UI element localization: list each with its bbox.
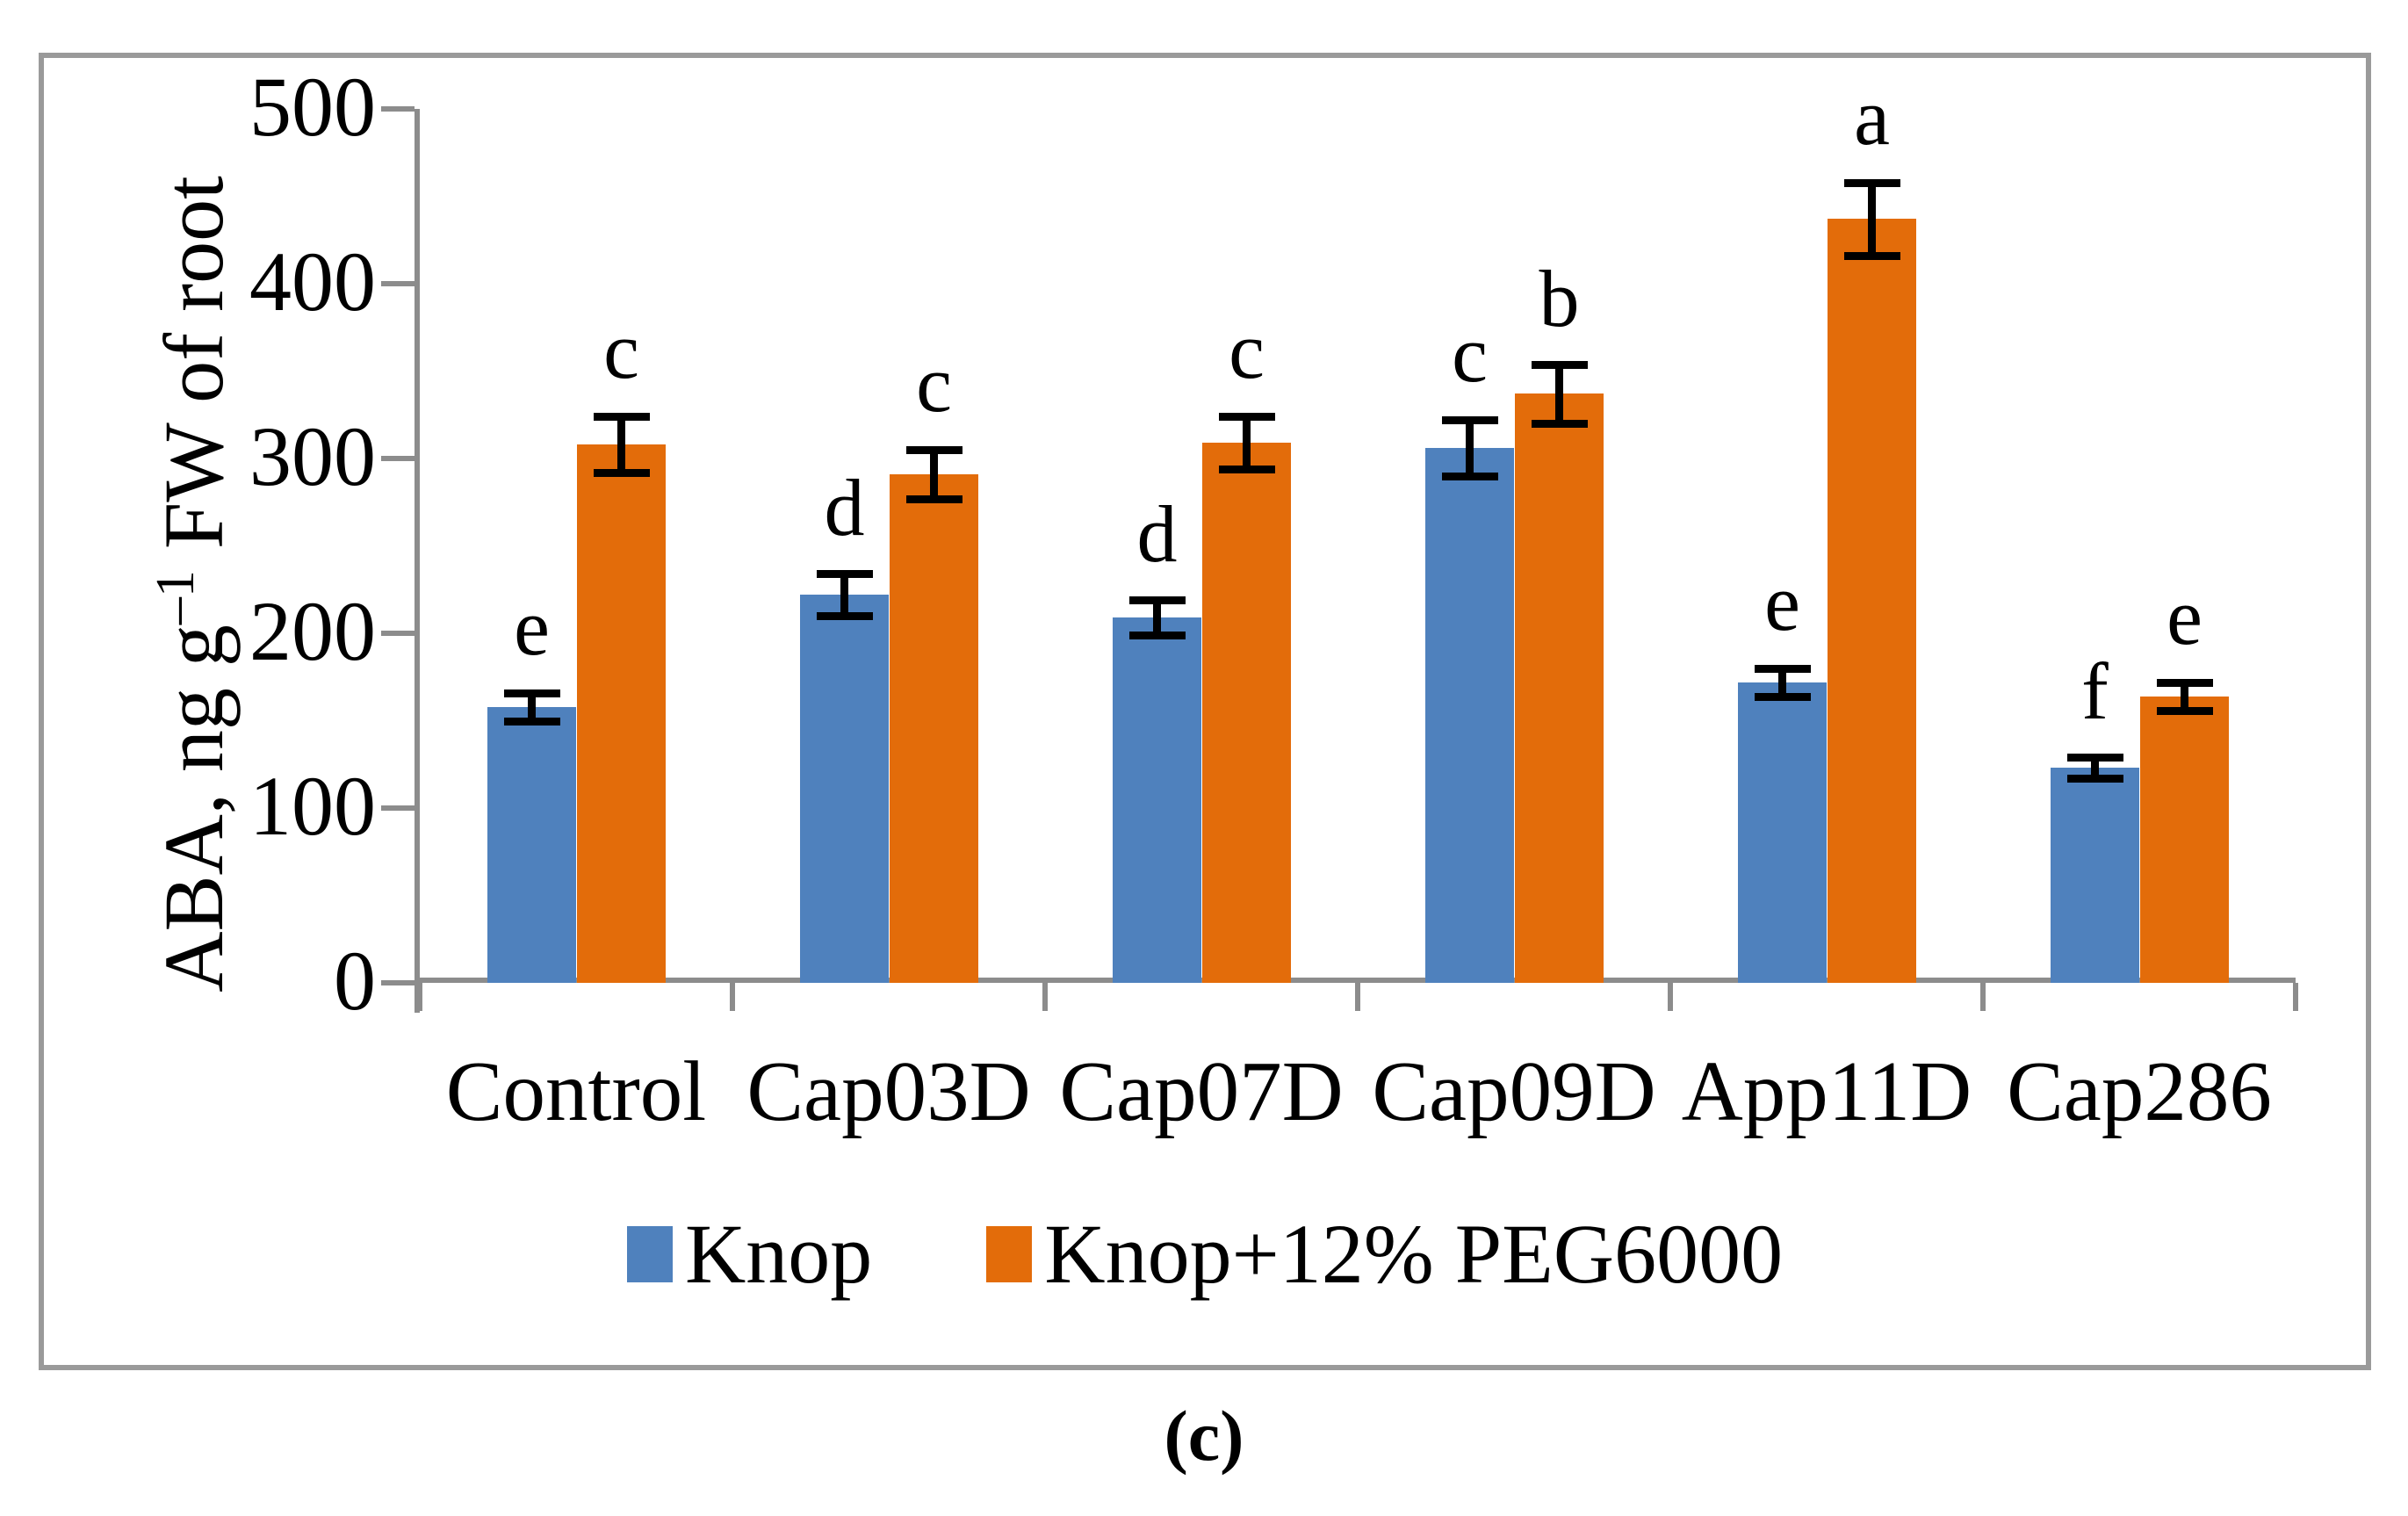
x-category-label-Cap03D: Cap03D — [746, 1044, 1031, 1138]
x-tick — [417, 983, 422, 1011]
x-category-label-Cap07D: Cap07D — [1059, 1044, 1344, 1138]
error-bar-cap-bottom — [1843, 252, 1900, 261]
y-tick — [381, 456, 415, 461]
y-tick-label: 500 — [249, 60, 376, 154]
bar-Knop-Cap07D — [1113, 617, 1201, 983]
x-axis-line — [415, 978, 2296, 983]
y-tick — [381, 281, 415, 286]
bar-Knop-12-PEG6000-Control — [577, 444, 666, 983]
error-bar-cap-top — [2156, 678, 2213, 687]
panel-caption-text: (c) — [1164, 1396, 1244, 1476]
error-bar-cap-bottom — [593, 468, 650, 477]
significance-letter-Cap286-knop: f — [2081, 646, 2109, 737]
x-category-label-Cap286: Cap286 — [2007, 1044, 2272, 1138]
error-bar-cap-top — [1531, 360, 1588, 369]
bar-Knop-12-PEG6000-Cap03D — [890, 473, 978, 983]
y-tick — [381, 980, 415, 985]
x-tick — [2293, 983, 2298, 1011]
error-bar-cap-top — [816, 570, 873, 579]
error-bar-line — [2181, 682, 2188, 711]
significance-letter-Cap286-peg: e — [2166, 571, 2203, 661]
error-bar-line — [1778, 668, 1786, 697]
significance-letter-Cap03D-knop: d — [824, 463, 865, 553]
error-bar-cap-bottom — [905, 495, 962, 503]
legend-item-Knop: Knop — [626, 1207, 873, 1301]
panel-caption: (c) — [0, 1395, 2408, 1477]
y-tick — [381, 631, 415, 636]
y-tick-label: 400 — [249, 235, 376, 328]
error-bar-line — [1466, 420, 1474, 476]
significance-letter-Cap03D-peg: c — [916, 339, 952, 430]
error-bar-cap-top — [593, 413, 650, 422]
error-bar-line — [1243, 416, 1251, 469]
error-bar-cap-bottom — [2156, 706, 2213, 715]
significance-letter-App11D-peg: a — [1854, 71, 1890, 162]
bar-Knop-Control — [487, 706, 576, 983]
error-bar-cap-top — [2066, 754, 2123, 762]
y-tick-label: 100 — [249, 759, 376, 853]
x-category-label-Control: Control — [445, 1044, 707, 1138]
error-bar-cap-bottom — [1128, 631, 1186, 639]
legend-item-Knop-12-PEG6000: Knop+12% PEG6000 — [986, 1210, 1783, 1298]
error-bar-cap-top — [1128, 596, 1186, 605]
bar-Knop-12-PEG6000-Cap286 — [2140, 696, 2229, 983]
error-bar-cap-top — [503, 689, 560, 697]
significance-letter-Control-knop: e — [514, 581, 550, 672]
bar-Knop-12-PEG6000-Cap07D — [1202, 443, 1291, 983]
error-bar-cap-bottom — [1754, 692, 1811, 701]
error-bar-line — [2091, 757, 2099, 779]
bar-Knop-Cap03D — [800, 595, 889, 983]
significance-letter-Cap09D-knop: c — [1452, 309, 1488, 400]
bar-Knop-12-PEG6000-App11D — [1828, 219, 1916, 983]
x-category-label-Cap09D: Cap09D — [1372, 1044, 1656, 1138]
significance-letter-App11D-knop: e — [1764, 557, 1800, 647]
error-bar-line — [1555, 364, 1563, 424]
error-bar-line — [528, 692, 536, 721]
x-tick — [730, 983, 735, 1011]
legend-swatch-icon — [626, 1226, 673, 1282]
y-tick — [381, 805, 415, 811]
legend-swatch-icon — [986, 1226, 1033, 1282]
error-bar-cap-top — [905, 446, 962, 455]
legend-label: Knop — [684, 1207, 873, 1301]
x-tick — [1668, 983, 1673, 1011]
y-tick — [381, 106, 415, 112]
x-category-label-App11D: App11D — [1681, 1044, 1972, 1138]
error-bar-cap-bottom — [1218, 465, 1275, 473]
bar-Knop-12-PEG6000-Cap09D — [1515, 393, 1604, 983]
error-bar-cap-bottom — [2066, 775, 2123, 783]
error-bar-cap-top — [1218, 413, 1275, 422]
significance-letter-Cap07D-knop: d — [1136, 489, 1178, 580]
x-tick — [1042, 983, 1048, 1011]
error-bar-cap-top — [1843, 178, 1900, 187]
error-bar-line — [617, 416, 625, 473]
legend-label: Knop+12% PEG6000 — [1044, 1207, 1784, 1301]
y-axis-line — [415, 109, 420, 1013]
error-bar-cap-bottom — [816, 612, 873, 621]
y-tick-label: 300 — [249, 409, 376, 503]
bar-Knop-Cap286 — [2051, 768, 2139, 983]
bar-Knop-Cap09D — [1425, 448, 1514, 983]
significance-letter-Cap09D-peg: b — [1539, 253, 1580, 343]
error-bar-line — [840, 574, 848, 617]
legend: Knop Knop+12% PEG6000 — [39, 1210, 2371, 1298]
error-bar-cap-bottom — [1441, 472, 1498, 480]
y-tick-label: 200 — [249, 584, 376, 678]
bar-Knop-App11D — [1738, 682, 1827, 983]
error-bar-line — [1153, 600, 1161, 635]
x-tick — [1980, 983, 1986, 1011]
error-bar-cap-top — [1441, 416, 1498, 425]
error-bar-cap-bottom — [503, 717, 560, 726]
error-bar-cap-top — [1754, 664, 1811, 673]
significance-letter-Control-peg: c — [603, 306, 639, 396]
significance-letter-Cap07D-peg: c — [1229, 306, 1265, 396]
error-bar-line — [1868, 182, 1876, 256]
error-bar-cap-bottom — [1531, 420, 1588, 429]
error-bar-line — [930, 450, 938, 499]
y-tick-label: 0 — [334, 934, 376, 1028]
x-tick — [1355, 983, 1360, 1011]
